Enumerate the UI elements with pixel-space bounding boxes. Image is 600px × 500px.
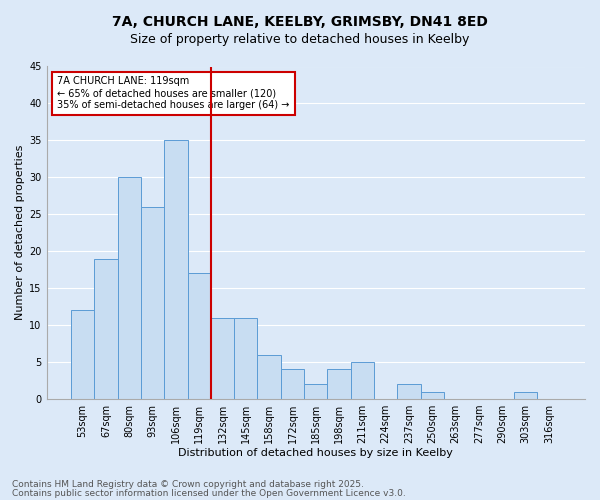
Bar xyxy=(211,318,234,399)
X-axis label: Distribution of detached houses by size in Keelby: Distribution of detached houses by size … xyxy=(178,448,453,458)
Bar xyxy=(164,140,188,399)
Text: Size of property relative to detached houses in Keelby: Size of property relative to detached ho… xyxy=(130,32,470,46)
Bar xyxy=(188,274,211,399)
Y-axis label: Number of detached properties: Number of detached properties xyxy=(15,145,25,320)
Bar xyxy=(71,310,94,399)
Bar xyxy=(94,258,118,399)
Bar xyxy=(118,178,141,399)
Bar xyxy=(234,318,257,399)
Bar xyxy=(328,370,351,399)
Bar xyxy=(141,207,164,399)
Text: 7A, CHURCH LANE, KEELBY, GRIMSBY, DN41 8ED: 7A, CHURCH LANE, KEELBY, GRIMSBY, DN41 8… xyxy=(112,15,488,29)
Bar xyxy=(397,384,421,399)
Bar xyxy=(421,392,444,399)
Bar xyxy=(257,354,281,399)
Bar xyxy=(514,392,537,399)
Text: Contains public sector information licensed under the Open Government Licence v3: Contains public sector information licen… xyxy=(12,488,406,498)
Bar xyxy=(281,370,304,399)
Text: Contains HM Land Registry data © Crown copyright and database right 2025.: Contains HM Land Registry data © Crown c… xyxy=(12,480,364,489)
Text: 7A CHURCH LANE: 119sqm
← 65% of detached houses are smaller (120)
35% of semi-de: 7A CHURCH LANE: 119sqm ← 65% of detached… xyxy=(57,76,290,110)
Bar xyxy=(304,384,328,399)
Bar xyxy=(351,362,374,399)
